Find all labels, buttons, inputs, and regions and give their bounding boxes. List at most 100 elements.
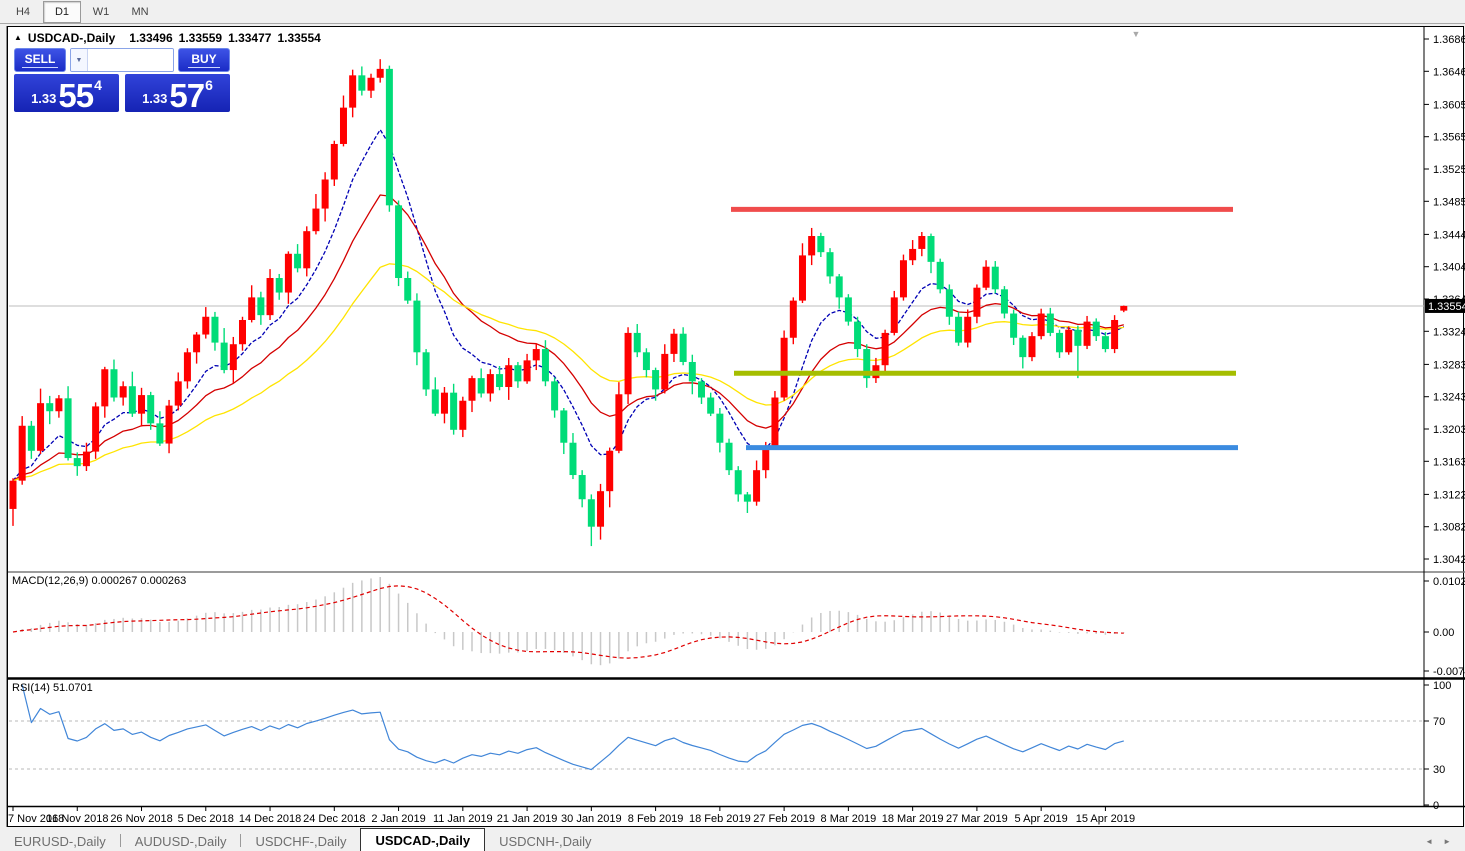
candle <box>982 266 990 288</box>
svg-text:RSI(14) 51.0701: RSI(14) 51.0701 <box>12 682 93 694</box>
candle <box>624 332 632 395</box>
candle <box>652 370 660 390</box>
candle <box>330 143 338 180</box>
candle <box>440 392 448 414</box>
ma-line-18 <box>12 194 1124 482</box>
candle <box>367 77 375 91</box>
rsi-pane[interactable]: 100 70 30 0 RSI(14) 51.0701 <box>9 680 1451 812</box>
candle <box>376 68 384 78</box>
candle <box>147 395 155 424</box>
candle <box>743 494 751 502</box>
timeframe-button-mn[interactable]: MN <box>131 5 149 18</box>
svg-text:1.34440: 1.34440 <box>1433 229 1465 241</box>
candle <box>413 300 421 353</box>
candle <box>18 425 26 481</box>
ohlc-high: 1.33559 <box>178 31 223 45</box>
candle <box>165 405 173 444</box>
svg-text:5 Dec 2018: 5 Dec 2018 <box>178 813 234 825</box>
svg-text:1.35650: 1.35650 <box>1433 132 1465 144</box>
candle <box>312 208 320 232</box>
candle <box>817 236 825 253</box>
symbol-tab-usdcad[interactable]: USDCAD-,Daily <box>360 828 486 851</box>
sell-price-button[interactable]: 1.33 55 4 <box>14 74 119 112</box>
candle <box>496 374 504 388</box>
ohlc-open: 1.33496 <box>129 31 173 45</box>
candle <box>973 287 981 317</box>
candle <box>1120 305 1128 311</box>
svg-text:8 Feb 2019: 8 Feb 2019 <box>628 813 684 825</box>
svg-text:27 Feb 2019: 27 Feb 2019 <box>753 813 815 825</box>
svg-text:1.31220: 1.31220 <box>1433 489 1465 501</box>
volume-decrease-button[interactable]: ▼ <box>71 49 87 71</box>
candle <box>597 491 605 527</box>
candle <box>991 266 999 290</box>
candle <box>303 231 311 269</box>
candle <box>698 381 705 398</box>
sell-button[interactable]: SELL <box>14 48 66 72</box>
scroll-left-icon[interactable]: ◄ <box>1425 837 1434 846</box>
price-pane[interactable]: ▼ <box>9 29 1424 547</box>
svg-text:2 Jan 2019: 2 Jan 2019 <box>371 813 425 825</box>
candle <box>110 369 118 398</box>
candle <box>725 442 733 471</box>
symbol-tab-usdchf[interactable]: USDCHF-,Daily <box>255 833 347 849</box>
buy-button[interactable]: BUY <box>178 48 230 72</box>
candle <box>64 398 72 459</box>
candle <box>174 381 182 406</box>
volume-input[interactable] <box>87 49 173 71</box>
candle <box>1074 329 1082 346</box>
price-chart-svg[interactable]: ▼ 1.36860 1.36460 1.36050 1.35650 1.35250 1.34… <box>8 27 1465 828</box>
chart-shift-marker-icon[interactable]: ▼ <box>1132 29 1141 39</box>
svg-text:70: 70 <box>1433 716 1445 728</box>
candle <box>964 316 972 343</box>
symbol-tab-usdcnh[interactable]: USDCNH-,Daily <box>499 833 592 849</box>
timeframe-button-d1[interactable]: D1 <box>43 0 81 23</box>
svg-text:1.34040: 1.34040 <box>1433 262 1465 274</box>
candle <box>863 349 871 379</box>
svg-text:8 Mar 2019: 8 Mar 2019 <box>821 813 877 825</box>
timeframe-button-w1[interactable]: W1 <box>92 5 110 18</box>
candle <box>936 261 944 290</box>
svg-text:1.35250: 1.35250 <box>1433 164 1465 176</box>
candle <box>1019 337 1027 358</box>
candle <box>606 450 614 492</box>
chart-window[interactable]: ▼ 1.36860 1.36460 1.36050 1.35650 1.35250 1.34… <box>7 26 1465 828</box>
candle <box>945 289 953 317</box>
candle <box>73 458 81 467</box>
candle <box>248 297 256 320</box>
timeframe-button-h4[interactable]: H4 <box>15 5 31 18</box>
candle <box>753 470 761 502</box>
candle <box>468 378 476 401</box>
candle <box>734 470 742 495</box>
buy-price-button[interactable]: 1.33 57 6 <box>125 74 230 112</box>
macd-pane[interactable]: MACD(12,26,9) 0.000267 0.000263 0.010229 0… <box>12 575 1465 678</box>
candle <box>459 400 467 430</box>
candle <box>275 278 283 293</box>
candle <box>505 365 513 388</box>
svg-text:1.36860: 1.36860 <box>1433 34 1465 46</box>
symbol-tab-eurusd[interactable]: EURUSD-,Daily <box>14 833 106 849</box>
svg-text:14 Dec 2018: 14 Dec 2018 <box>239 813 301 825</box>
candle <box>881 332 889 366</box>
collapse-panel-icon[interactable]: ▲ <box>14 33 22 42</box>
candle <box>835 276 843 298</box>
candle <box>477 378 485 394</box>
scroll-right-icon[interactable]: ► <box>1443 837 1451 846</box>
svg-text:18 Mar 2019: 18 Mar 2019 <box>882 813 944 825</box>
candle <box>569 442 577 476</box>
candle <box>1000 289 1008 314</box>
candle <box>615 394 623 451</box>
svg-text:16 Nov 2018: 16 Nov 2018 <box>46 813 108 825</box>
svg-text:0.010229: 0.010229 <box>1433 576 1465 588</box>
candle <box>239 319 246 345</box>
candle <box>587 499 595 527</box>
symbol-tab-audusd[interactable]: AUDUSD-,Daily <box>134 833 227 849</box>
svg-text:1.36050: 1.36050 <box>1433 99 1465 111</box>
candle <box>156 423 164 444</box>
candle <box>128 386 136 414</box>
sell-price-prefix: 1.33 <box>31 91 57 106</box>
candle <box>294 253 302 269</box>
svg-text:1.36460: 1.36460 <box>1433 66 1465 78</box>
candle <box>321 179 329 209</box>
sell-price-big: 55 <box>58 76 94 114</box>
